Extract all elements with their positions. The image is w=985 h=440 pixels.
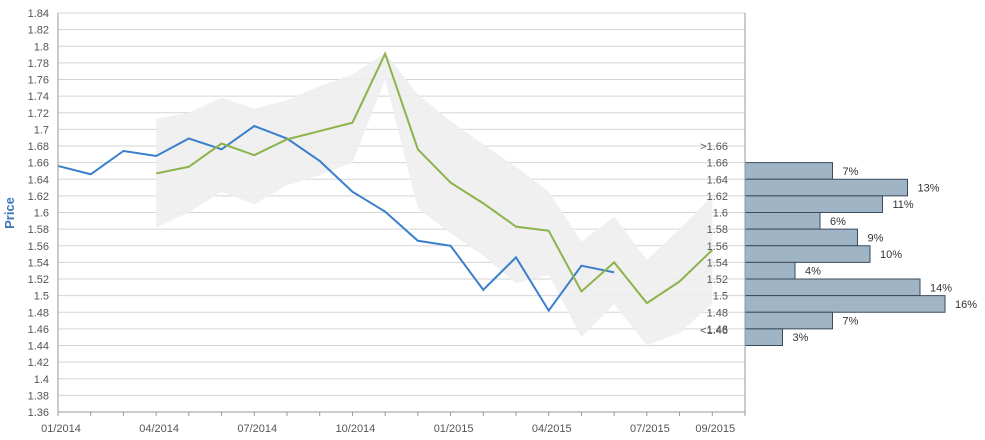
distribution-bar — [744, 245, 871, 263]
bin-label: 1.66 — [707, 158, 728, 170]
y-tick-label: 1.84 — [28, 8, 49, 20]
y-tick-label: 1.82 — [28, 25, 49, 37]
y-tick-label: 1.52 — [28, 274, 49, 286]
y-tick-label: 1.58 — [28, 224, 49, 236]
forecast-series-line — [155, 51, 713, 305]
distribution-bar — [744, 328, 783, 346]
bin-label: <1.46 — [700, 325, 728, 337]
bar-value-label: 10% — [880, 249, 902, 261]
actual-series-line — [57, 124, 615, 313]
bin-label: 1.48 — [707, 307, 728, 319]
x-tick-label: 01/2015 — [434, 423, 474, 435]
axes — [57, 13, 746, 416]
bar-value-label: 11% — [893, 199, 914, 211]
bar-value-label: 14% — [930, 282, 952, 294]
x-tick-label: 09/2015 — [695, 423, 735, 435]
distribution-bar — [744, 195, 883, 213]
distribution-bar — [744, 278, 921, 297]
bin-label: >1.66 — [700, 141, 728, 153]
bar-value-label: 7% — [843, 316, 859, 328]
distribution-bar — [744, 162, 833, 180]
x-tick-label: 04/2014 — [139, 423, 179, 435]
y-tick-label: 1.6 — [34, 208, 49, 220]
y-axis-label: Price — [2, 197, 17, 229]
bar-value-label: 7% — [843, 166, 859, 178]
y-tick-label: 1.68 — [28, 141, 49, 153]
distribution-bar — [744, 228, 858, 247]
tick-labels: 1.36 1.38 1.4 1.42 1.44 1.46 1.48 1.5 1.52 1.54 1.… — [28, 8, 978, 435]
x-tick-label: 01/2014 — [41, 423, 81, 435]
bar-value-label: 9% — [868, 232, 884, 244]
bar-value-label: 6% — [830, 216, 846, 228]
bin-label: 1.6 — [713, 208, 728, 220]
bin-label: 1.56 — [707, 241, 728, 253]
x-tick-label: 07/2014 — [237, 423, 277, 435]
distribution-bar — [744, 311, 833, 330]
bar-value-label: 13% — [918, 183, 940, 195]
y-tick-label: 1.5 — [34, 291, 49, 303]
y-tick-label: 1.74 — [28, 91, 49, 103]
y-tick-label: 1.38 — [28, 390, 49, 402]
y-tick-label: 1.76 — [28, 75, 49, 87]
y-tick-label: 1.62 — [28, 191, 49, 203]
y-tick-label: 1.7 — [34, 124, 49, 136]
y-tick-label: 1.64 — [28, 174, 49, 186]
forecast-band-area — [156, 52, 713, 346]
series-lines — [57, 51, 713, 313]
bin-label: 1.52 — [707, 274, 728, 286]
y-tick-label: 1.66 — [28, 158, 49, 170]
distribution-bar — [744, 261, 796, 280]
bin-label: 1.46 — [707, 324, 728, 336]
bar-value-label: 4% — [805, 266, 821, 278]
bar-value-label: 3% — [793, 332, 809, 344]
bin-label: 1.5 — [713, 291, 728, 303]
x-tick-label: 07/2015 — [630, 423, 670, 435]
y-tick-label: 1.56 — [28, 241, 49, 253]
bin-label: 1.54 — [707, 257, 728, 269]
x-tick-label: 04/2015 — [532, 423, 572, 435]
bin-label: 1.64 — [707, 174, 728, 186]
bin-label: 1.58 — [707, 224, 728, 236]
y-tick-label: 1.78 — [28, 58, 49, 70]
x-tick-label: 10/2014 — [336, 423, 376, 435]
y-tick-label: 1.46 — [28, 324, 49, 336]
bar-value-label: 16% — [955, 299, 977, 311]
y-tick-label: 1.42 — [28, 357, 49, 369]
distribution-bar — [744, 212, 821, 230]
bin-label: 1.62 — [707, 191, 728, 203]
y-tick-label: 1.8 — [34, 41, 49, 53]
y-tick-label: 1.54 — [28, 257, 49, 269]
distribution-bar — [744, 178, 908, 197]
forecast-band — [156, 52, 713, 346]
y-tick-label: 1.72 — [28, 108, 49, 120]
y-tick-label: 1.4 — [34, 374, 49, 386]
y-tick-label: 1.44 — [28, 341, 49, 353]
distribution-bar — [744, 295, 946, 313]
y-tick-label: 1.48 — [28, 307, 49, 319]
y-tick-label: 1.36 — [28, 407, 49, 419]
